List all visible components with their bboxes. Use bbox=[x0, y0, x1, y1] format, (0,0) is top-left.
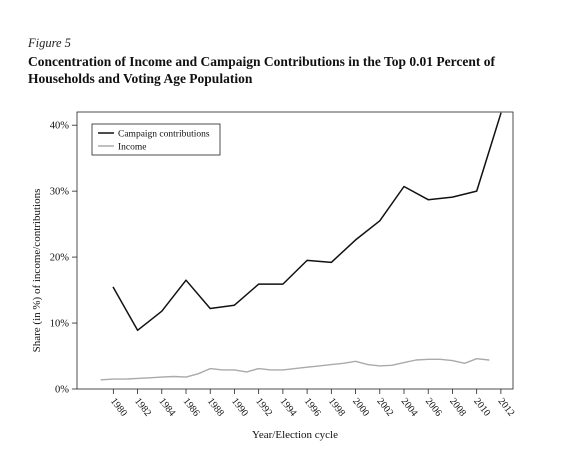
series-line-income bbox=[100, 358, 490, 381]
figure-label: Figure 5 bbox=[28, 36, 71, 50]
x-tick-label: 1982 bbox=[132, 396, 153, 419]
x-tick-label: 2010 bbox=[471, 396, 492, 419]
y-tick-label: 0% bbox=[55, 385, 69, 396]
axes: 0%10%20%30%40%1980 1982 1984 1986 1988 1990 19… bbox=[31, 111, 517, 441]
legend: Campaign contributions Income bbox=[91, 123, 221, 156]
legend-label: Campaign contributions bbox=[118, 130, 210, 140]
x-tick-label: 1986 bbox=[181, 396, 202, 419]
legend-label: Income bbox=[118, 143, 147, 153]
x-tick-label: 1994 bbox=[278, 396, 299, 419]
legend-box bbox=[91, 123, 221, 156]
y-tick-label: 20% bbox=[50, 253, 70, 264]
x-tick-label: 2002 bbox=[374, 396, 395, 419]
y-tick-label: 40% bbox=[50, 121, 70, 132]
y-tick-label: 30% bbox=[50, 187, 70, 198]
plot-frame bbox=[76, 111, 514, 390]
x-tick-label: 1998 bbox=[326, 396, 347, 419]
x-tick-label: 1988 bbox=[205, 396, 226, 419]
series-lines bbox=[100, 112, 502, 381]
x-axis-title: Year/Election cycle bbox=[252, 429, 338, 441]
x-tick-label: 1996 bbox=[302, 396, 323, 419]
x-tick-label: 2000 bbox=[350, 396, 371, 419]
x-tick-label: 1980 bbox=[108, 396, 129, 419]
x-tick-label: 2012 bbox=[496, 396, 517, 419]
x-tick-label: 1984 bbox=[156, 396, 177, 419]
x-tick-label: 1990 bbox=[229, 396, 250, 419]
figure-title: Concentration of Income and Campaign Con… bbox=[28, 54, 496, 86]
x-tick-label: 2006 bbox=[423, 396, 444, 419]
x-tick-label: 1992 bbox=[253, 396, 274, 419]
y-axis-title: Share (in %) of income/contributions bbox=[31, 189, 43, 353]
y-tick-label: 10% bbox=[50, 319, 70, 330]
x-tick-label: 2004 bbox=[399, 396, 420, 419]
x-tick-label: 2008 bbox=[447, 396, 468, 419]
series-line-campaign-contributions bbox=[112, 112, 502, 332]
